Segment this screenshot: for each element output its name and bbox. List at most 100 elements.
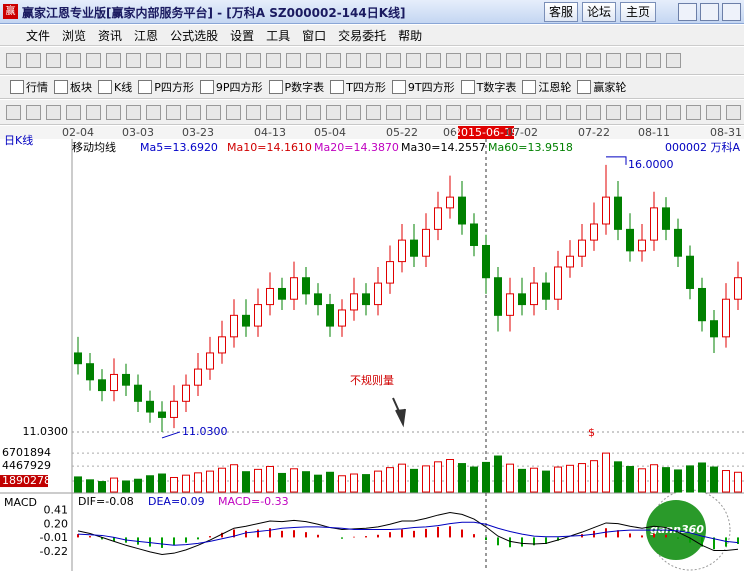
home-button[interactable]: 主页	[620, 2, 656, 22]
tool-icon[interactable]	[86, 53, 101, 68]
tool-icon[interactable]	[386, 53, 401, 68]
tool-icon[interactable]	[526, 53, 541, 68]
menu-item[interactable]: 文件	[26, 28, 51, 43]
tool-icon[interactable]	[146, 104, 161, 120]
tool-icon[interactable]	[406, 104, 421, 120]
tool-icon[interactable]	[6, 104, 21, 120]
menu-item[interactable]: 交易委托	[338, 28, 387, 43]
toolbar-button[interactable]: P四方形	[138, 79, 194, 95]
tool-icon[interactable]	[666, 53, 681, 68]
tool-icon[interactable]	[266, 53, 281, 68]
toolbar-button[interactable]: 行情	[10, 79, 48, 95]
tool-icon[interactable]	[626, 104, 641, 120]
tool-icon[interactable]	[386, 104, 401, 120]
tool-icon[interactable]	[486, 104, 501, 120]
tool-icon[interactable]	[726, 104, 741, 120]
maximize-button[interactable]	[700, 3, 719, 21]
close-button[interactable]	[722, 3, 741, 21]
tool-icon[interactable]	[366, 53, 381, 68]
tool-icon[interactable]	[506, 104, 521, 120]
menu-item[interactable]: 公式选股	[170, 28, 219, 43]
toolbar-button[interactable]: 9T四方形	[391, 79, 455, 95]
tool-icon[interactable]	[166, 53, 181, 68]
tool-icon[interactable]	[546, 53, 561, 68]
forum-button[interactable]: 论坛	[582, 2, 616, 22]
tool-icon[interactable]	[466, 104, 481, 120]
tool-icon[interactable]	[26, 53, 41, 68]
tool-icon[interactable]	[506, 53, 521, 68]
menu-item[interactable]: 帮助	[398, 28, 423, 43]
tool-icon[interactable]	[606, 104, 621, 120]
tool-icon[interactable]	[466, 53, 481, 68]
tool-icon[interactable]	[306, 53, 321, 68]
tool-icon[interactable]	[166, 104, 181, 120]
tool-icon[interactable]	[586, 53, 601, 68]
toolbar-button[interactable]: 板块	[54, 79, 92, 95]
tool-icon[interactable]	[106, 53, 121, 68]
tool-icon[interactable]	[246, 53, 261, 68]
tool-icon[interactable]	[246, 104, 261, 120]
tool-icon[interactable]	[306, 104, 321, 120]
tool-icon[interactable]	[686, 104, 701, 120]
tool-icon[interactable]	[186, 104, 201, 120]
tool-icon[interactable]	[66, 104, 81, 120]
tool-icon[interactable]	[446, 104, 461, 120]
tool-icon[interactable]	[706, 104, 721, 120]
tool-icon[interactable]	[666, 104, 681, 120]
service-button[interactable]: 客服	[544, 2, 578, 22]
toolbar-button[interactable]: T数字表	[460, 79, 516, 95]
tool-icon[interactable]	[46, 104, 61, 120]
toolbar-button[interactable]: 赢家轮	[577, 79, 626, 95]
tool-icon[interactable]	[626, 53, 641, 68]
tool-icon[interactable]	[186, 53, 201, 68]
tool-icon[interactable]	[446, 53, 461, 68]
toolbar-label: P数字表	[284, 81, 325, 94]
tool-icon[interactable]	[566, 53, 581, 68]
tool-icon[interactable]	[226, 53, 241, 68]
menu-item[interactable]: 浏览	[62, 28, 87, 43]
tool-icon[interactable]	[606, 53, 621, 68]
tool-icon[interactable]	[486, 53, 501, 68]
menu-item[interactable]: 窗口	[302, 28, 327, 43]
tool-icon[interactable]	[206, 53, 221, 68]
volume-bar	[98, 481, 106, 493]
toolbar-button[interactable]: T四方形	[330, 79, 386, 95]
tool-icon[interactable]	[646, 104, 661, 120]
menu-item[interactable]: 江恩	[134, 28, 159, 43]
tool-icon[interactable]	[326, 104, 341, 120]
tool-icon[interactable]	[426, 104, 441, 120]
tool-icon[interactable]	[426, 53, 441, 68]
tool-icon[interactable]	[206, 104, 221, 120]
tool-icon[interactable]	[646, 53, 661, 68]
tool-icon[interactable]	[406, 53, 421, 68]
tool-icon[interactable]	[26, 104, 41, 120]
menu-item[interactable]: 资讯	[98, 28, 123, 43]
tool-icon[interactable]	[146, 53, 161, 68]
tool-icon[interactable]	[286, 104, 301, 120]
tool-icon[interactable]	[126, 53, 141, 68]
tool-icon[interactable]	[566, 104, 581, 120]
tool-icon[interactable]	[546, 104, 561, 120]
minimize-button[interactable]	[678, 3, 697, 21]
toolbar-button[interactable]: P数字表	[268, 79, 325, 95]
tool-icon[interactable]	[266, 104, 281, 120]
tool-icon[interactable]	[86, 104, 101, 120]
tool-icon[interactable]	[126, 104, 141, 120]
tool-icon[interactable]	[226, 104, 241, 120]
tool-icon[interactable]	[346, 53, 361, 68]
toolbar-button[interactable]: 9P四方形	[199, 79, 263, 95]
tool-icon[interactable]	[46, 53, 61, 68]
tool-icon[interactable]	[6, 53, 21, 68]
tool-icon[interactable]	[366, 104, 381, 120]
tool-icon[interactable]	[526, 104, 541, 120]
tool-icon[interactable]	[326, 53, 341, 68]
menu-item[interactable]: 设置	[230, 28, 255, 43]
tool-icon[interactable]	[286, 53, 301, 68]
tool-icon[interactable]	[586, 104, 601, 120]
tool-icon[interactable]	[106, 104, 121, 120]
toolbar-button[interactable]: K线	[98, 79, 132, 95]
tool-icon[interactable]	[66, 53, 81, 68]
tool-icon[interactable]	[346, 104, 361, 120]
toolbar-button[interactable]: 江恩轮	[522, 79, 571, 95]
menu-item[interactable]: 工具	[266, 28, 291, 43]
